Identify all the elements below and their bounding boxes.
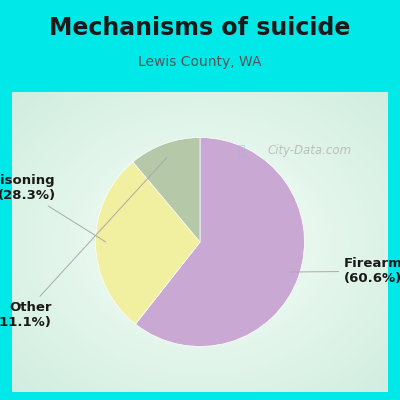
Text: City-Data.com: City-Data.com: [268, 144, 352, 157]
Text: Mechanisms of suicide: Mechanisms of suicide: [49, 16, 351, 40]
Text: Firearm
(60.6%): Firearm (60.6%): [290, 257, 400, 285]
Text: Poisoning
(28.3%): Poisoning (28.3%): [0, 174, 106, 242]
Wedge shape: [96, 162, 200, 324]
Wedge shape: [133, 138, 200, 242]
Text: Other
(11.1%): Other (11.1%): [0, 158, 167, 329]
Text: Lewis County, WA: Lewis County, WA: [138, 55, 262, 69]
Wedge shape: [136, 138, 304, 346]
Text: ⦿: ⦿: [238, 144, 245, 157]
